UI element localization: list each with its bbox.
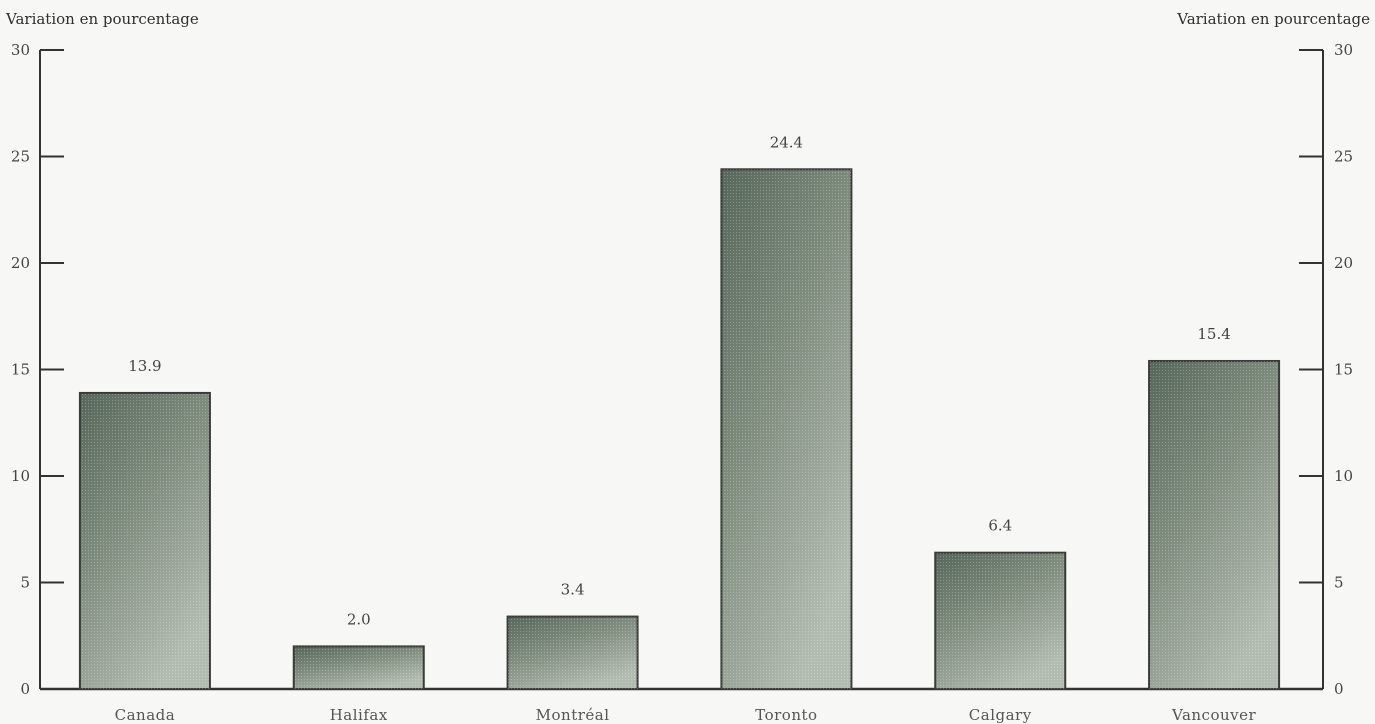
data-labels: 13.9 2.0 3.4 24.4 6.4 15.4 xyxy=(128,133,1231,628)
bar-texture xyxy=(721,169,852,689)
bars xyxy=(78,168,1281,691)
data-label: 3.4 xyxy=(561,581,585,599)
y-axis-right: 0 5 10 15 20 25 30 xyxy=(1299,41,1353,698)
y-tick-label-left: 20 xyxy=(11,254,30,272)
bar-texture xyxy=(79,392,210,689)
y-tick-label-left: 10 xyxy=(11,467,30,485)
y-tick-label-left: 30 xyxy=(11,41,30,59)
y-tick-label-left: 25 xyxy=(11,148,30,166)
y-tick-label-right: 10 xyxy=(1334,467,1353,485)
y-axis-title-right: Variation en pourcentage xyxy=(1176,10,1370,28)
y-tick-label-right: 25 xyxy=(1334,148,1353,166)
y-tick-label-left: 0 xyxy=(20,680,30,698)
data-label: 24.4 xyxy=(770,133,803,151)
y-tick-label-right: 5 xyxy=(1334,574,1344,592)
x-tick-label: Montréal xyxy=(536,706,610,724)
x-tick-label: Toronto xyxy=(755,706,817,724)
x-tick-label: Halifax xyxy=(330,706,388,724)
bar-texture xyxy=(293,646,424,689)
bar-texture xyxy=(507,616,638,689)
category-labels: Canada Halifax Montréal Toronto Calgary Vanco… xyxy=(115,706,1257,724)
y-tick-label-right: 30 xyxy=(1334,41,1353,59)
x-tick-label: Vancouver xyxy=(1171,706,1257,724)
y-tick-label-left: 15 xyxy=(11,361,30,379)
data-label: 15.4 xyxy=(1197,325,1230,343)
bar-texture xyxy=(1149,360,1280,689)
x-tick-label: Canada xyxy=(115,706,176,724)
y-axis-title-left: Variation en pourcentage xyxy=(5,10,199,28)
data-label: 13.9 xyxy=(128,357,161,375)
y-tick-label-left: 5 xyxy=(20,574,30,592)
data-label: 6.4 xyxy=(988,517,1012,535)
y-axis-left: 0 5 10 15 20 25 30 xyxy=(11,41,64,698)
y-tick-label-right: 15 xyxy=(1334,361,1353,379)
y-tick-label-right: 0 xyxy=(1334,680,1344,698)
x-tick-label: Calgary xyxy=(969,706,1032,724)
y-tick-label-right: 20 xyxy=(1334,254,1353,272)
data-label: 2.0 xyxy=(347,610,371,628)
bar-texture xyxy=(935,552,1066,689)
